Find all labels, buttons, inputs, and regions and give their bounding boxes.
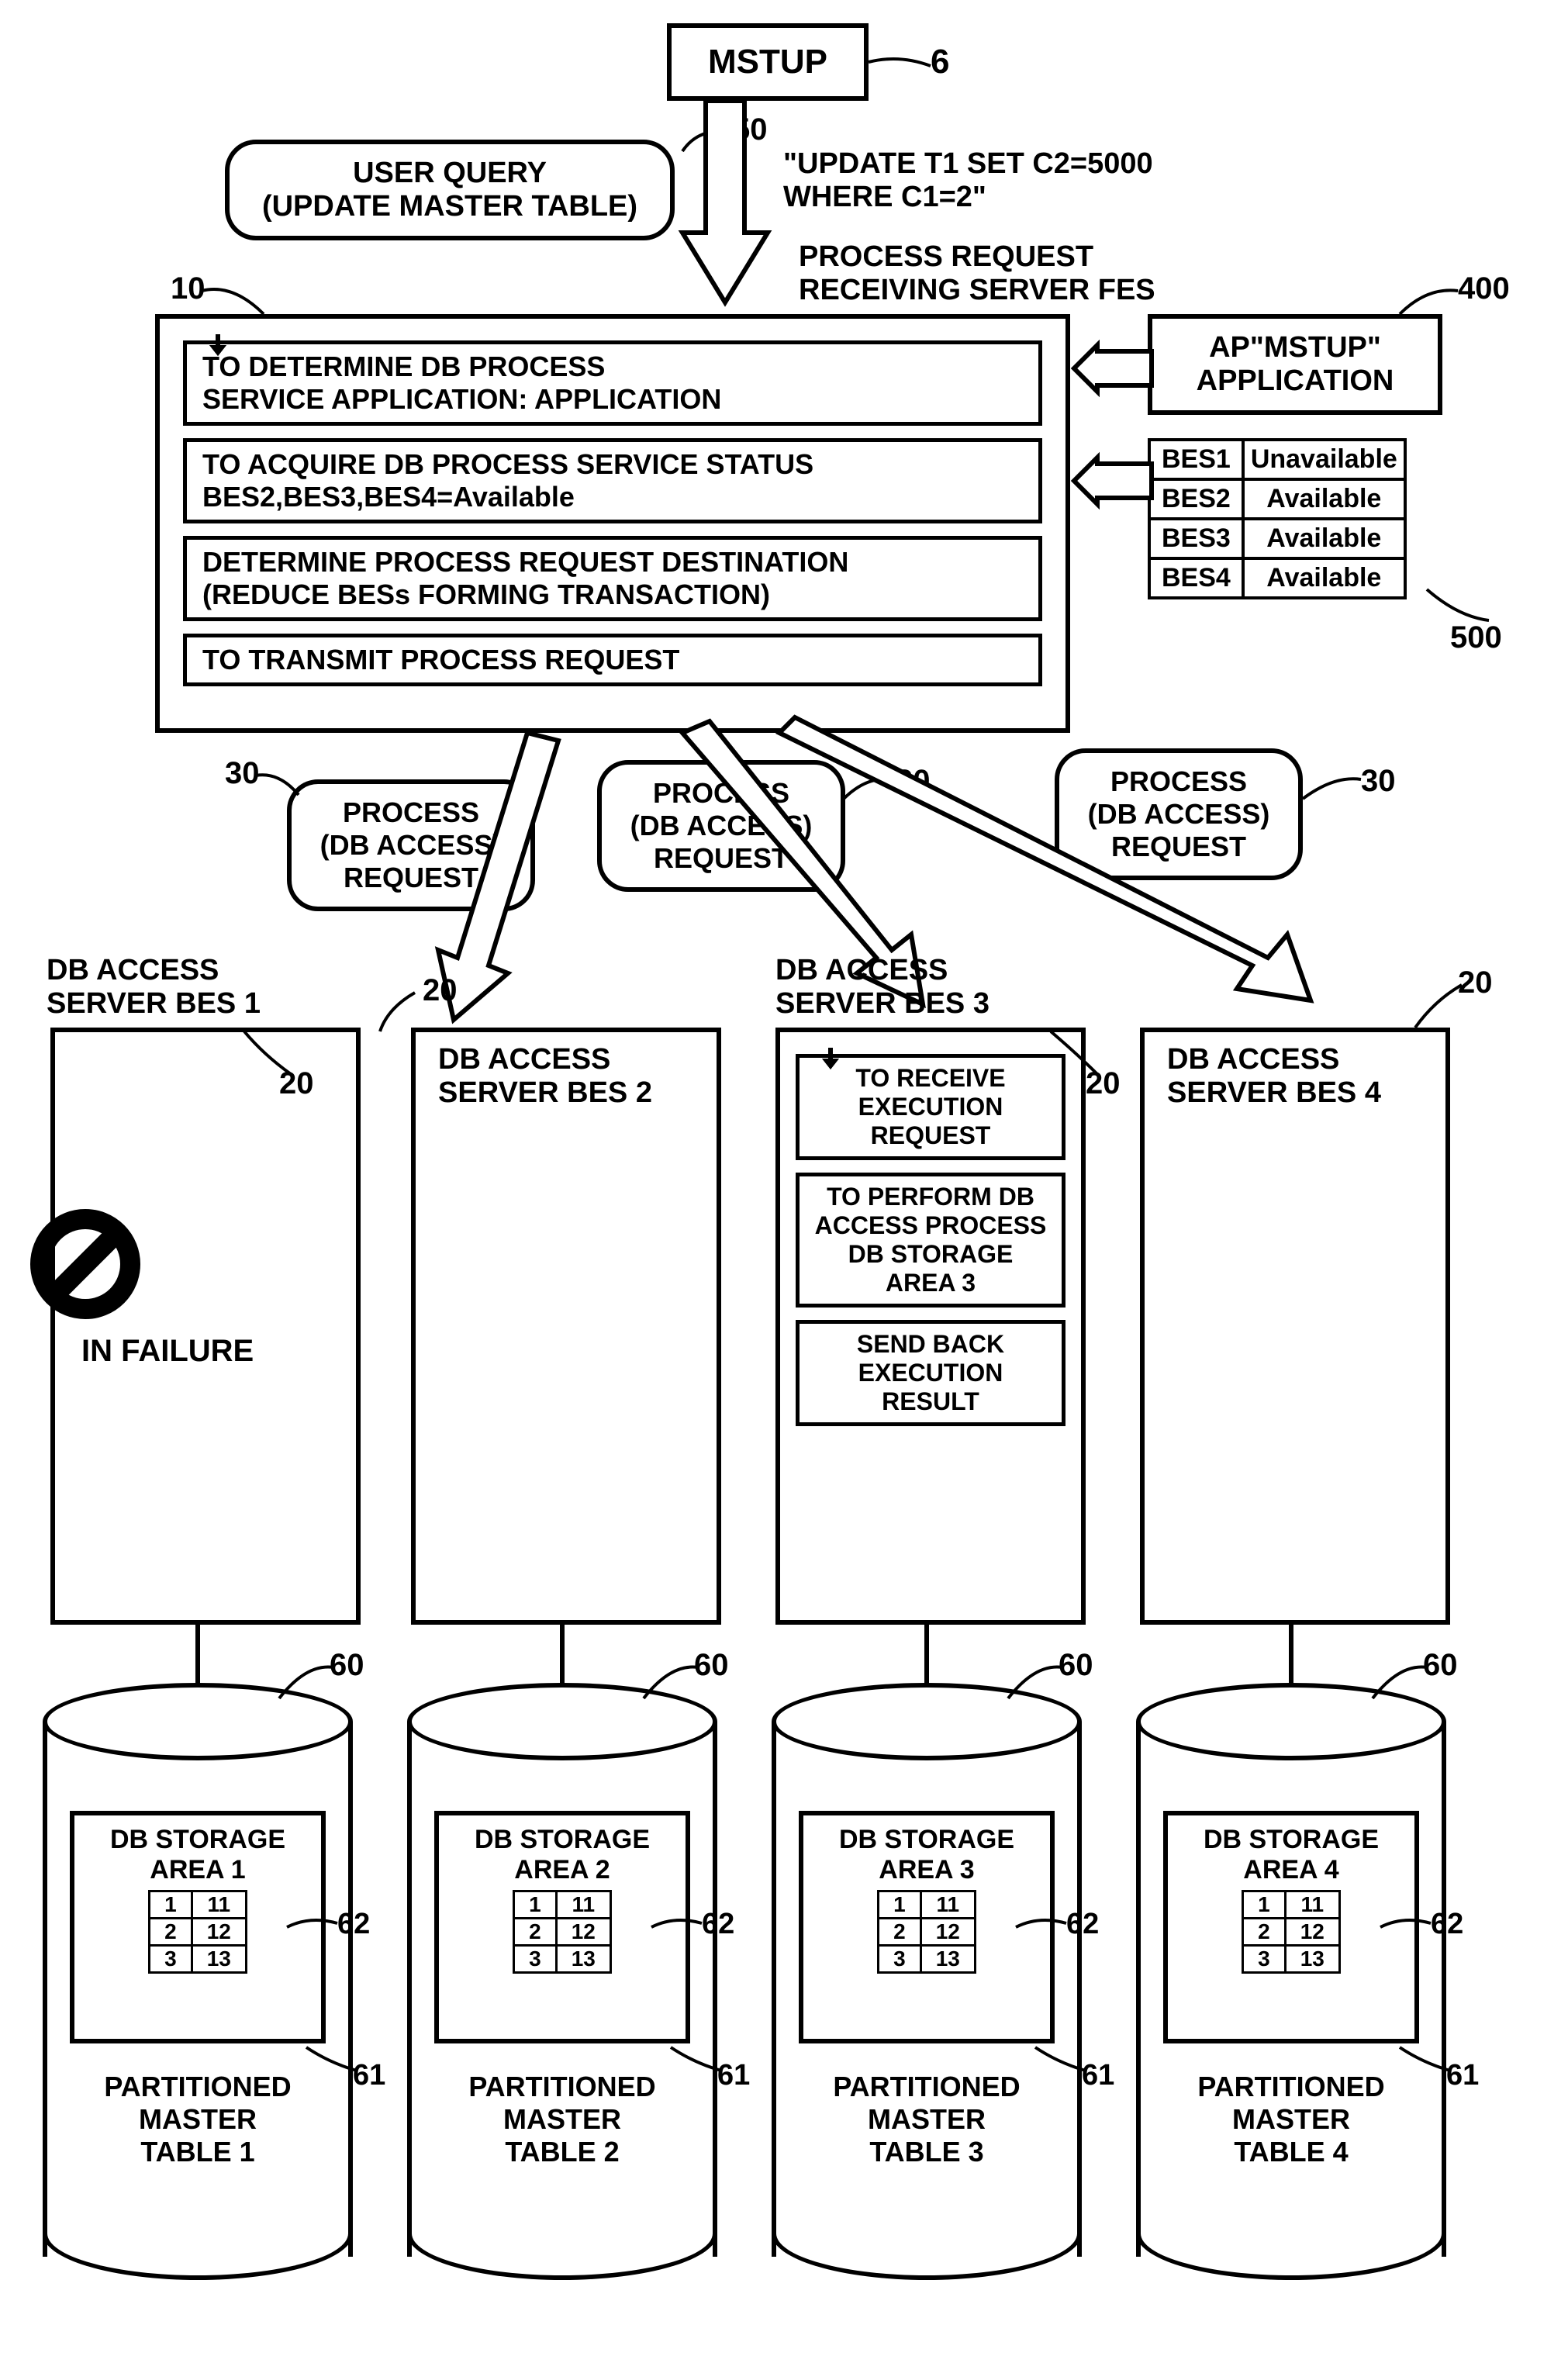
st-r1c1: BES1	[1149, 440, 1243, 479]
ref-10: 10	[171, 271, 205, 306]
ref-30-1: 30	[225, 756, 260, 791]
mini-table-2: 111 212 313	[513, 1890, 612, 1974]
leader-62-4	[1380, 1916, 1435, 1939]
area3-title: DB STORAGE AREA 3	[839, 1825, 1014, 1885]
leader-60-3	[1004, 1663, 1066, 1702]
area2-title: DB STORAGE AREA 2	[475, 1825, 650, 1885]
user-query-text: USER QUERY (UPDATE MASTER TABLE)	[262, 157, 637, 223]
mstup-box: MSTUP	[667, 23, 869, 101]
bes1-failure: IN FAILURE	[81, 1334, 254, 1369]
ref-500: 500	[1450, 620, 1502, 655]
ref-400: 400	[1458, 271, 1510, 306]
arrow-ap-fes	[1074, 345, 1159, 399]
leader-62-1	[287, 1916, 341, 1939]
ap-box: AP"MSTUP" APPLICATION	[1148, 314, 1442, 415]
ref-20-4: 20	[1458, 966, 1493, 1000]
bes2-title: DB ACCESS SERVER BES 2	[438, 1043, 652, 1110]
ref-60-4: 60	[1423, 1648, 1458, 1683]
bes3-step-3: SEND BACK EXECUTION RESULT	[796, 1320, 1065, 1426]
no-entry-icon	[31, 1210, 140, 1318]
st-r3c2: Available	[1243, 519, 1405, 558]
bes2-box	[411, 1028, 721, 1625]
bes3-box: TO RECEIVE EXECUTION REQUEST TO PERFORM …	[775, 1028, 1086, 1625]
st-r2c2: Available	[1243, 479, 1405, 519]
mini-table-4: 111 212 313	[1242, 1890, 1341, 1974]
part3: PARTITIONED MASTER TABLE 3	[803, 2071, 1051, 2168]
ref-61-2: 61	[717, 2059, 750, 2092]
ref-6: 6	[931, 43, 949, 81]
leader-60-4	[1369, 1663, 1431, 1702]
ref-61-1: 61	[353, 2059, 385, 2092]
bes3-step-2: TO PERFORM DB ACCESS PROCESS DB STORAGE …	[796, 1173, 1065, 1308]
ref-20-3: 20	[1086, 1066, 1121, 1101]
area4-title: DB STORAGE AREA 4	[1204, 1825, 1379, 1885]
mini-table-3: 111 212 313	[877, 1890, 976, 1974]
ref-20-1: 20	[279, 1066, 314, 1101]
leader-60-2	[640, 1663, 702, 1702]
ref-60-1: 60	[330, 1648, 364, 1683]
status-table: BES1Unavailable BES2Available BES3Availa…	[1148, 438, 1407, 599]
st-r2c1: BES2	[1149, 479, 1243, 519]
bes1-title: DB ACCESS SERVER BES 1	[47, 954, 261, 1021]
ref-20-2: 20	[423, 973, 458, 1008]
ref-62-3: 62	[1066, 1908, 1099, 1941]
ref-62-2: 62	[702, 1908, 734, 1941]
mstup-label: MSTUP	[708, 43, 827, 81]
mini-table-1: 111 212 313	[148, 1890, 247, 1974]
st-r3c1: BES3	[1149, 519, 1243, 558]
fes-step-1: TO DETERMINE DB PROCESS SERVICE APPLICAT…	[183, 340, 1042, 426]
leader-20-2	[380, 993, 427, 1031]
arrow-b3-2-3	[819, 1048, 842, 1069]
ref-62-1: 62	[337, 1908, 370, 1941]
leader-60-1	[275, 1663, 337, 1702]
ref-60-3: 60	[1059, 1648, 1093, 1683]
leader-400	[1396, 287, 1466, 318]
bes4-box	[1140, 1028, 1450, 1625]
arrow-table-fes	[1074, 458, 1159, 512]
part2: PARTITIONED MASTER TABLE 2	[438, 2071, 686, 2168]
fes-step-2: TO ACQUIRE DB PROCESS SERVICE STATUS BES…	[183, 438, 1042, 523]
leader-10	[202, 283, 271, 318]
fes-step-4: TO TRANSMIT PROCESS REQUEST	[183, 634, 1042, 686]
leader-30-1	[256, 772, 302, 803]
bes1-box	[50, 1028, 361, 1625]
bes3-title: DB ACCESS SERVER BES 3	[775, 954, 989, 1021]
fes-title: PROCESS REQUEST RECEIVING SERVER FES	[799, 240, 1155, 307]
cyl3-bot	[772, 2233, 1082, 2280]
leader-62-2	[651, 1916, 706, 1939]
st-r1c2: Unavailable	[1243, 440, 1405, 479]
fes-step-3: DETERMINE PROCESS REQUEST DESTINATION (R…	[183, 536, 1042, 621]
ref-61-4: 61	[1446, 2059, 1479, 2092]
part1: PARTITIONED MASTER TABLE 1	[74, 2071, 322, 2168]
arrow-step-3-4	[206, 334, 230, 356]
arrow-fes-bes2	[450, 733, 574, 1035]
ref-62-4: 62	[1431, 1908, 1463, 1941]
leader-62-3	[1016, 1916, 1070, 1939]
ref-61-3: 61	[1082, 2059, 1114, 2092]
part4: PARTITIONED MASTER TABLE 4	[1167, 2071, 1415, 2168]
st-r4c1: BES4	[1149, 558, 1243, 598]
cyl2-bot	[407, 2233, 717, 2280]
sql-text: "UPDATE T1 SET C2=5000 WHERE C1=2"	[783, 147, 1153, 214]
ref-60-2: 60	[694, 1648, 729, 1683]
ap-text: AP"MSTUP" APPLICATION	[1197, 331, 1394, 398]
fes-box: TO DETERMINE DB PROCESS SERVICE APPLICAT…	[155, 314, 1070, 733]
cyl4-bot	[1136, 2233, 1446, 2280]
cyl1-bot	[43, 2233, 353, 2280]
arrow-mstup-fes	[682, 101, 775, 333]
bes3-step-1: TO RECEIVE EXECUTION REQUEST	[796, 1054, 1065, 1160]
st-r4c2: Available	[1243, 558, 1405, 598]
user-query-box: USER QUERY (UPDATE MASTER TABLE)	[225, 140, 675, 240]
ref-30-3: 30	[1361, 764, 1396, 799]
bes4-title: DB ACCESS SERVER BES 4	[1167, 1043, 1381, 1110]
area1-title: DB STORAGE AREA 1	[110, 1825, 285, 1885]
